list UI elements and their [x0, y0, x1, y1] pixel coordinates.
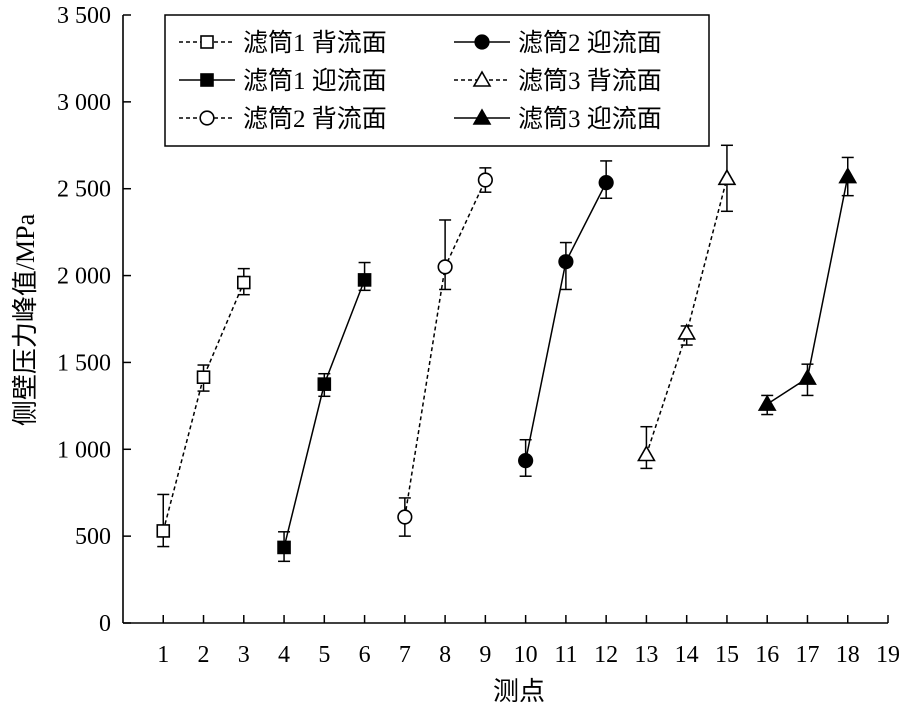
data-point — [196, 370, 211, 384]
data-point — [317, 377, 332, 391]
data-point — [798, 368, 817, 385]
data-point — [397, 509, 413, 525]
x-tick-label: 12 — [594, 642, 618, 668]
x-tick-label: 3 — [238, 642, 250, 668]
legend-item-3: 滤筒2 背流面 — [179, 105, 387, 133]
series-2 — [277, 261, 372, 563]
plot-frame — [122, 15, 888, 624]
x-axis-label: 测点 — [493, 677, 545, 706]
data-point — [477, 172, 493, 188]
x-tick-label: 10 — [514, 642, 538, 668]
x-tick-label: 7 — [399, 642, 411, 668]
y-tick-label: 1 500 — [57, 350, 111, 376]
x-tick-label: 15 — [715, 642, 739, 668]
legend-swatch-marker — [199, 110, 215, 126]
legend-swatch-marker — [474, 34, 490, 50]
series-5 — [637, 144, 737, 470]
legend-label: 滤筒1 背流面 — [243, 29, 387, 57]
data-point — [637, 444, 656, 462]
series-6 — [757, 156, 858, 416]
data-point — [236, 275, 251, 290]
y-axis-ticks: 0 500 1 000 1 500 2 000 2 500 3 000 3 500 — [57, 3, 131, 637]
x-tick-label: 17 — [795, 642, 819, 668]
legend-label: 滤筒3 迎流面 — [518, 105, 662, 133]
x-axis-ticks: 1 2 3 4 5 6 7 8 9 10 11 12 13 14 15 16 17 18 19 — [157, 615, 900, 668]
x-tick-label: 4 — [278, 642, 290, 668]
y-tick-label: 2 000 — [57, 264, 111, 290]
series-1-line — [162, 282, 245, 532]
series-1 — [156, 267, 251, 548]
data-point — [838, 166, 858, 184]
data-point — [677, 323, 697, 340]
legend-box — [164, 14, 710, 147]
legend-swatch-marker — [200, 35, 214, 49]
legend-item-2: 滤筒1 迎流面 — [179, 67, 387, 95]
x-tick-label: 19 — [876, 642, 900, 668]
legend-label: 滤筒2 背流面 — [243, 105, 387, 133]
x-tick-label: 14 — [675, 642, 699, 668]
y-tick-label: 3 500 — [57, 3, 111, 29]
x-tick-label: 9 — [479, 642, 491, 668]
data-point — [518, 452, 534, 469]
legend-label: 滤筒3 背流面 — [518, 67, 662, 95]
legend-item-1: 滤筒1 背流面 — [179, 29, 387, 57]
series-4-line — [524, 182, 607, 461]
series-5-line — [645, 178, 728, 455]
y-tick-label: 2 500 — [57, 177, 111, 203]
data-point — [717, 168, 737, 186]
legend-label: 滤筒1 迎流面 — [243, 67, 387, 95]
data-point — [156, 524, 171, 538]
data-point — [757, 394, 777, 411]
x-tick-label: 16 — [755, 642, 779, 668]
legend-item-5: 滤筒3 背流面 — [454, 67, 662, 95]
data-point — [277, 540, 291, 555]
x-tick-label: 1 — [157, 642, 169, 668]
x-tick-label: 8 — [439, 642, 451, 668]
y-axis-label: 侧壁压力峰值/MPa — [11, 213, 40, 426]
data-point — [437, 259, 453, 275]
x-tick-label: 18 — [836, 642, 860, 668]
legend-label: 滤筒2 迎流面 — [518, 29, 662, 57]
y-tick-label: 0 — [99, 611, 111, 637]
y-tick-label: 1 000 — [57, 437, 111, 463]
series-3 — [397, 167, 493, 537]
x-tick-label: 11 — [554, 642, 577, 668]
x-tick-label: 6 — [359, 642, 371, 668]
x-tick-label: 5 — [318, 642, 330, 668]
data-point — [357, 273, 372, 287]
y-tick-label: 500 — [75, 524, 111, 550]
x-tick-label: 13 — [634, 642, 658, 668]
x-tick-label: 2 — [198, 642, 210, 668]
series-2-line — [283, 279, 366, 548]
legend-swatch-marker — [200, 73, 214, 87]
legend-item-6: 滤筒3 迎流面 — [454, 105, 662, 133]
legend-swatch-marker — [472, 70, 492, 87]
series-layer — [156, 144, 858, 563]
data-point — [558, 254, 574, 270]
legend-item-4: 滤筒2 迎流面 — [454, 29, 662, 57]
legend-swatch-marker — [472, 108, 492, 125]
series-4 — [518, 160, 614, 477]
y-tick-label: 3 000 — [57, 90, 111, 116]
data-point — [598, 175, 614, 191]
